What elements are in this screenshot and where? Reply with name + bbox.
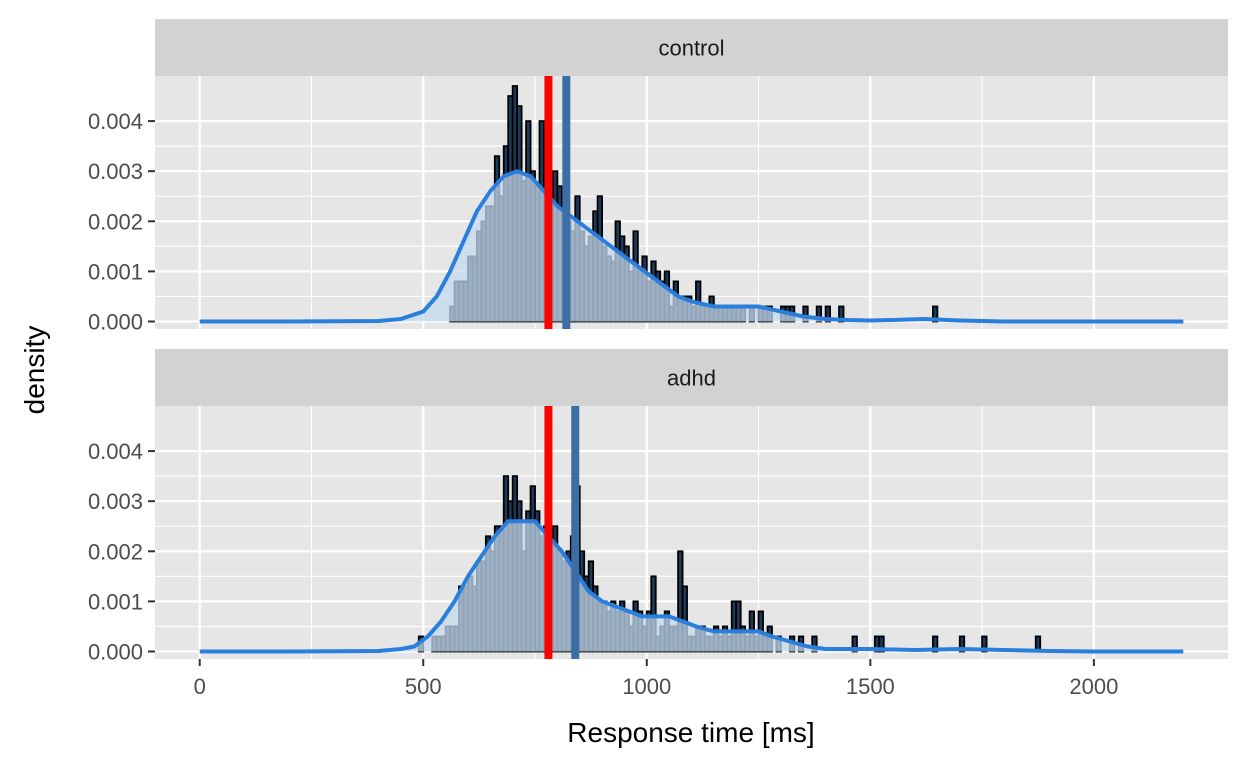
y-tick-label: 0.000	[88, 639, 143, 664]
x-tick-label: 1500	[846, 674, 895, 699]
y-tick-label: 0.002	[88, 209, 143, 234]
facet-strip	[155, 19, 1228, 76]
density-line	[199, 169, 1184, 324]
panel-background	[155, 76, 1228, 329]
y-tick-label: 0.002	[88, 539, 143, 564]
x-tick-label: 2000	[1069, 674, 1118, 699]
y-tick-label: 0.001	[88, 259, 143, 284]
x-tick-label: 1000	[622, 674, 671, 699]
y-tick-label: 0.004	[88, 439, 143, 464]
y-tick-label: 0.003	[88, 159, 143, 184]
x-axis-title: Response time [ms]	[567, 717, 814, 748]
x-tick-label: 0	[194, 674, 206, 699]
x-axis: 0 500 1000 1500 2000	[194, 659, 1118, 699]
x-tick-label: 500	[405, 674, 442, 699]
facet-strip	[155, 349, 1228, 406]
y-tick-label: 0.001	[88, 589, 143, 614]
y-tick-label: 0.004	[88, 109, 143, 134]
y-tick-label: 0.003	[88, 489, 143, 514]
facet-panels: control 0.000 0.001 0.002 0.003 0.004 adhd 0.00…	[88, 19, 1228, 664]
facet-adhd: adhd 0.000 0.001 0.002 0.003 0.004	[88, 349, 1228, 664]
facet-strip-label: control	[658, 36, 724, 61]
y-axis-title: density	[19, 326, 50, 415]
density-line	[199, 519, 1184, 654]
facet-control: control 0.000 0.001 0.002 0.003 0.004	[88, 19, 1228, 334]
facet-strip-label: adhd	[667, 366, 716, 391]
density-area	[199, 521, 1184, 652]
panel-background	[155, 406, 1228, 659]
y-tick-label: 0.000	[88, 309, 143, 334]
